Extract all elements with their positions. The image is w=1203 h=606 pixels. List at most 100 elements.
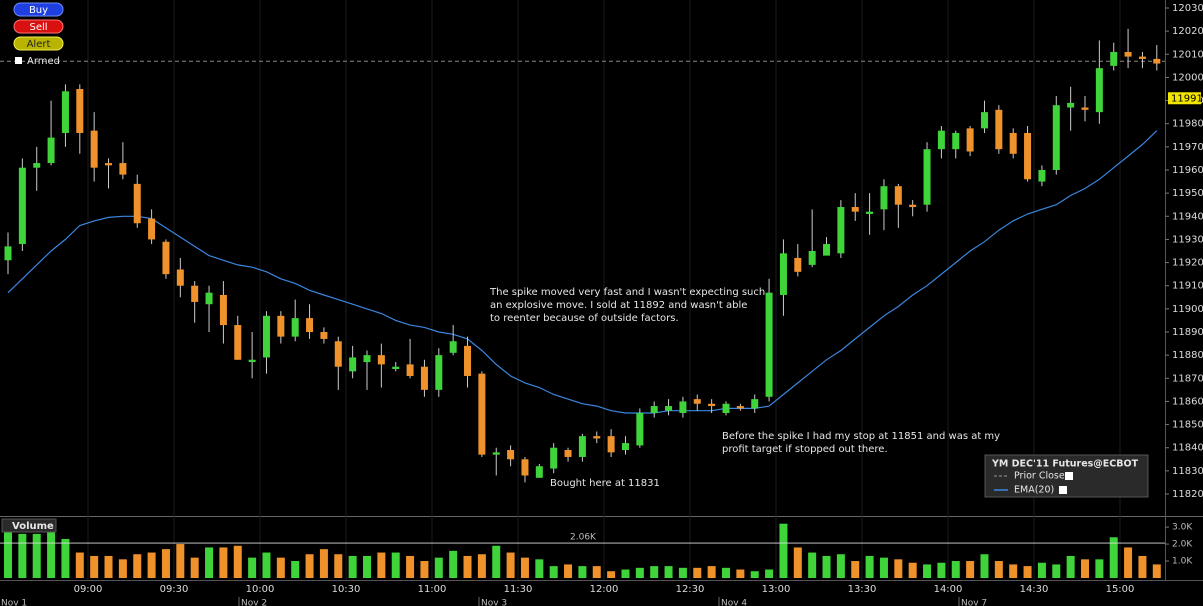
y-tick-label: 11980: [1172, 119, 1203, 130]
x-tick-label: 09:30: [160, 584, 189, 595]
y-tick-label: 11900: [1172, 304, 1203, 315]
volume-bar: [18, 533, 27, 578]
candle-body: [291, 318, 299, 337]
ema-line: [7, 130, 1158, 414]
volume-tick-label: 1.0K: [1172, 557, 1193, 567]
volume-bar: [32, 533, 41, 578]
candle-body: [794, 257, 802, 272]
button-label[interactable]: Sell: [29, 22, 47, 33]
button-label[interactable]: Alert: [27, 39, 51, 50]
price-panel: [0, 0, 1165, 516]
button-label[interactable]: Buy: [29, 5, 48, 16]
volume-bar: [535, 559, 544, 578]
volume-bar: [348, 555, 357, 578]
candle-body: [521, 459, 529, 476]
candle-body: [708, 403, 716, 407]
candle-body: [406, 364, 414, 376]
candle-body: [191, 285, 199, 302]
candle-body: [478, 373, 486, 455]
volume-bar: [1081, 559, 1089, 578]
candle-body: [507, 450, 515, 460]
legend-ema: EMA(20): [1014, 485, 1054, 496]
candle-body: [621, 443, 629, 451]
date-label: Nov 1: [1, 599, 27, 606]
volume-ref-label: 2.06K: [570, 533, 597, 543]
volume-bar: [377, 552, 386, 578]
candle-body: [980, 112, 988, 129]
volume-bar: [822, 555, 831, 578]
volume-bar: [1037, 562, 1046, 578]
candle-body: [219, 294, 227, 326]
volume-bar: [650, 566, 659, 578]
candle-body: [535, 466, 543, 478]
volume-bar: [506, 552, 515, 578]
candle-body: [866, 211, 874, 214]
y-tick-label: 12010: [1172, 49, 1203, 60]
volume-bar: [363, 555, 371, 578]
candle-body: [1052, 105, 1060, 170]
candle-body: [306, 318, 314, 332]
volume-bar: [1109, 537, 1118, 578]
x-tick-label: 11:00: [418, 584, 447, 595]
volume-bar: [47, 532, 56, 578]
volume-tick-label: 3.0K: [1172, 523, 1193, 533]
button-bg[interactable]: [13, 2, 64, 17]
annotation: to reenter because of outside factors.: [490, 313, 679, 324]
y-tick-label: 11940: [1172, 211, 1203, 222]
candle-body: [119, 163, 127, 175]
y-tick-label: 11920: [1172, 258, 1203, 269]
volume-bar: [693, 567, 702, 578]
date-label: Nov 3: [481, 599, 507, 606]
candle-body: [435, 355, 443, 390]
candle-body: [61, 91, 69, 133]
x-tick-label: 10:00: [246, 584, 275, 595]
candle-body: [1124, 51, 1132, 57]
volume-bar: [1138, 555, 1147, 578]
candle-body: [665, 406, 673, 411]
x-tick-label: 14:30: [1020, 584, 1049, 595]
button[interactable]: Alert: [13, 36, 64, 51]
candle-body: [751, 399, 759, 409]
volume-bar: [894, 559, 903, 578]
x-tick-label: 11:30: [504, 584, 533, 595]
candle-body: [76, 89, 84, 133]
candle-body: [277, 315, 285, 337]
y-tick-label: 12020: [1172, 26, 1203, 37]
button-bg[interactable]: [13, 19, 64, 34]
candle-body: [18, 167, 26, 245]
candle-body: [823, 244, 831, 256]
button-bg[interactable]: [13, 36, 64, 51]
candle-body: [779, 253, 787, 295]
legend-check[interactable]: [1059, 486, 1067, 494]
volume-bar: [722, 567, 730, 578]
armed-label: Armed: [27, 56, 60, 67]
candle-body: [1038, 170, 1046, 182]
volume-tick-label: 2.0K: [1172, 540, 1193, 550]
armed-checkbox[interactable]: [15, 57, 22, 64]
candle-body: [105, 163, 113, 166]
volume-bar: [161, 549, 170, 578]
candle-body: [966, 128, 974, 152]
last-price-box: [1168, 92, 1201, 105]
candle-body: [607, 436, 615, 453]
candle-body: [636, 413, 644, 446]
candle-body: [679, 401, 687, 413]
volume-bar: [420, 561, 429, 578]
volume-bar: [549, 566, 558, 578]
candle-body: [693, 399, 701, 404]
volume-bar: [248, 557, 257, 578]
y-tick-label: 11910: [1172, 281, 1203, 292]
candle-body: [909, 204, 917, 208]
volume-bar: [980, 554, 989, 578]
x-tick-label: 13:00: [762, 584, 791, 595]
annotation: The spike moved very fast and I wasn't e…: [489, 287, 765, 298]
volume-bar: [334, 554, 343, 578]
x-tick-label: 12:00: [590, 584, 619, 595]
button[interactable]: Sell: [13, 19, 64, 34]
button[interactable]: Buy: [13, 2, 64, 17]
volume-bar: [966, 561, 975, 578]
x-tick-label: 14:00: [934, 584, 963, 595]
volume-bar: [1052, 564, 1061, 578]
legend-check[interactable]: [1065, 472, 1073, 480]
y-tick-label: 11930: [1172, 234, 1203, 245]
